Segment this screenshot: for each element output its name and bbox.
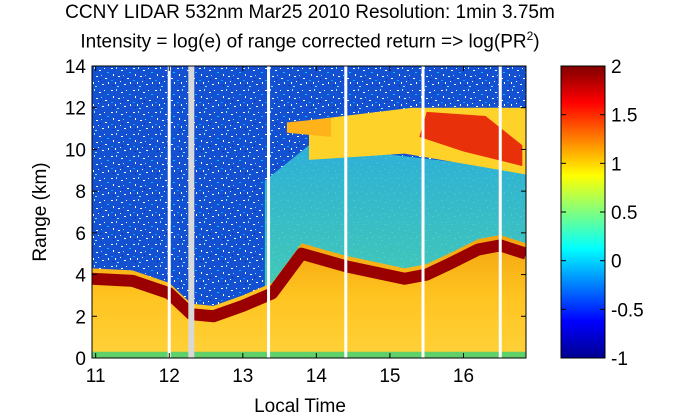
x-tick-label: 15: [379, 366, 400, 387]
y-tick-label: 6: [75, 224, 86, 245]
data-gap: [267, 66, 270, 358]
data-gap: [422, 66, 425, 358]
y-tick-label: 4: [75, 266, 86, 287]
colorbar-tick-label: 0: [611, 252, 622, 273]
y-tick-label: 12: [65, 99, 86, 120]
lidar-curtain: [92, 66, 526, 358]
lidar-figure: 11 12 13 14 15 16 02468101214 Local Time Rang…: [0, 0, 700, 420]
data-gap: [499, 66, 502, 358]
x-tick-label: 11: [86, 366, 106, 387]
x-tick-label: 14: [306, 366, 328, 387]
colorbar-gradient: [561, 66, 605, 358]
x-tick-label: 16: [453, 366, 474, 387]
x-axis-label: Local Time: [254, 396, 346, 417]
y-tick-label: 14: [65, 57, 87, 78]
y-tick-label: 8: [75, 182, 86, 203]
y-axis-label: Range (km): [30, 162, 51, 261]
colorbar-tick-label: 0.5: [611, 203, 637, 224]
data-gap: [344, 66, 347, 358]
colorbar-tick-label: 1: [611, 154, 622, 175]
y-tick-label: 0: [75, 349, 86, 370]
y-tick-label: 10: [65, 140, 86, 161]
colorbar-tick-label: -1: [611, 349, 628, 370]
y-tick-label: 2: [75, 307, 86, 328]
ground-strip: [92, 352, 526, 358]
colorbar-tick-label: -0.5: [611, 300, 644, 321]
data-gap: [168, 66, 171, 358]
colorbar: -1 -0.5 0 0.5 1 1.5 2: [561, 57, 644, 370]
x-tick-label: 13: [232, 366, 253, 387]
colorbar-tick-label: 2: [611, 57, 622, 78]
colorbar-tick-label: 1.5: [611, 106, 637, 127]
x-tick-label: 12: [159, 366, 180, 387]
data-gap: [188, 66, 194, 358]
